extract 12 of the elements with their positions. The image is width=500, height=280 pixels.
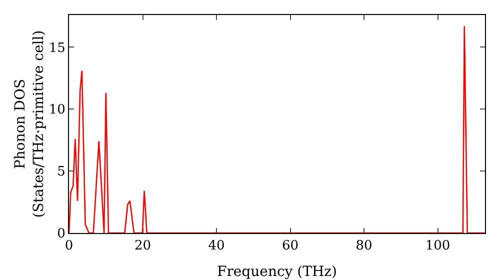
y-tick-label: 5 [57, 164, 66, 180]
y-tick-label: 10 [48, 102, 66, 118]
x-tick-label: 100 [425, 238, 450, 254]
line-series [69, 26, 485, 233]
y-axis-title: Phonon DOS (States/THz·primitive cell) [12, 30, 47, 218]
x-tick-label: 60 [282, 238, 299, 254]
y-tick-label: 15 [48, 40, 66, 56]
y-tick-label: 0 [57, 226, 66, 242]
x-tick-label: 20 [134, 238, 152, 254]
x-tick-label: 40 [208, 238, 225, 254]
x-tick-label: 80 [356, 238, 372, 254]
x-axis-title: Frequency (THz) [216, 264, 338, 280]
